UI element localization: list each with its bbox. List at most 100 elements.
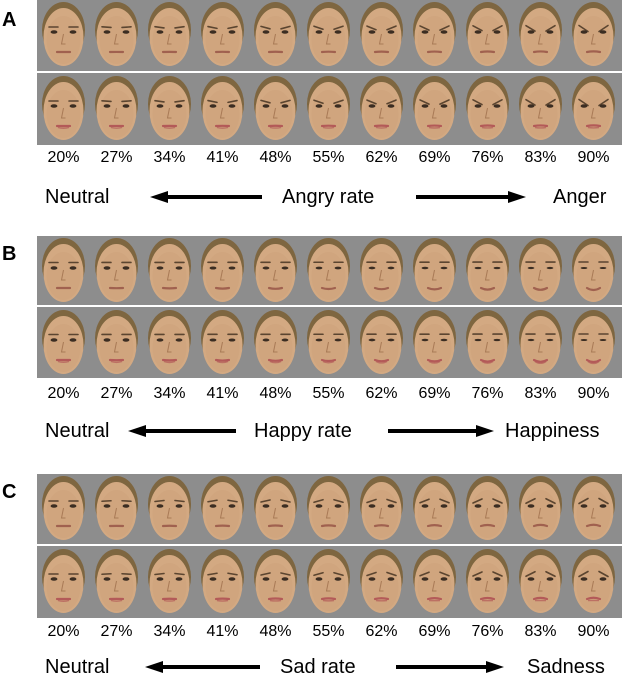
panel-a-male-row xyxy=(37,0,622,70)
pct-label: 48% xyxy=(259,623,292,640)
female-face-thumbnail xyxy=(37,74,90,144)
female-face-thumbnail xyxy=(514,74,567,144)
panel-c-female-row xyxy=(37,547,622,617)
pct-label: 20% xyxy=(47,623,80,640)
arrow-left-icon xyxy=(128,425,236,437)
female-face-thumbnail xyxy=(514,547,567,617)
pct-label: 41% xyxy=(206,623,239,640)
arrow-left-icon xyxy=(150,191,262,203)
panel-c-axis-caption: Neutral Sad rate Sadness xyxy=(0,654,622,680)
female-face-thumbnail xyxy=(90,308,143,378)
female-face-thumbnail xyxy=(249,74,302,144)
panel-b: B 20% 27% 34% 41% 48% 55% 62% 69% 76% 83… xyxy=(0,236,622,450)
male-face-thumbnail xyxy=(514,474,567,544)
pct-label: 48% xyxy=(259,149,292,166)
pct-label: 69% xyxy=(418,385,451,402)
male-face-thumbnail xyxy=(196,0,249,70)
female-face-thumbnail xyxy=(567,308,620,378)
male-face-thumbnail xyxy=(302,474,355,544)
female-face-thumbnail xyxy=(90,547,143,617)
panel-c: C 20% 27% 34% 41% 48% 55% 62% 69% 76% 83… xyxy=(0,474,622,680)
male-face-thumbnail xyxy=(461,474,514,544)
pct-label: 55% xyxy=(312,149,345,166)
male-face-thumbnail xyxy=(355,474,408,544)
female-face-thumbnail xyxy=(143,547,196,617)
panel-a-face-strip xyxy=(37,0,622,145)
pct-label: 69% xyxy=(418,623,451,640)
panel-a-letter: A xyxy=(2,9,17,31)
pct-label: 34% xyxy=(153,149,186,166)
panel-b-axis-caption: Neutral Happy rate Happiness xyxy=(0,418,622,444)
pct-label: 69% xyxy=(418,149,451,166)
neutral-label: Neutral xyxy=(45,186,110,208)
male-face-thumbnail xyxy=(355,0,408,70)
panel-c-male-row xyxy=(37,474,622,544)
arrow-right-icon xyxy=(416,191,526,203)
pct-label: 90% xyxy=(577,385,610,402)
arrow-left-icon xyxy=(145,661,260,673)
male-face-thumbnail xyxy=(302,236,355,306)
female-face-thumbnail xyxy=(567,74,620,144)
panel-a-axis-caption: Neutral Angry rate Anger xyxy=(0,184,622,210)
male-face-thumbnail xyxy=(90,0,143,70)
female-face-thumbnail xyxy=(514,308,567,378)
pct-label: 20% xyxy=(47,149,80,166)
panel-b-percent-row: 20% 27% 34% 41% 48% 55% 62% 69% 76% 83% … xyxy=(37,384,622,404)
male-face-thumbnail xyxy=(302,0,355,70)
emotion-label: Happiness xyxy=(505,420,600,442)
male-face-thumbnail xyxy=(90,474,143,544)
male-face-thumbnail xyxy=(408,0,461,70)
pct-label: 76% xyxy=(471,623,504,640)
female-face-thumbnail xyxy=(461,547,514,617)
rate-label: Happy rate xyxy=(254,420,352,442)
pct-label: 34% xyxy=(153,623,186,640)
emotion-label: Sadness xyxy=(527,656,605,678)
female-face-thumbnail xyxy=(461,308,514,378)
female-face-thumbnail xyxy=(249,547,302,617)
pct-label: 41% xyxy=(206,385,239,402)
male-face-thumbnail xyxy=(196,474,249,544)
pct-label: 27% xyxy=(100,385,133,402)
arrow-right-icon xyxy=(388,425,494,437)
pct-label: 83% xyxy=(524,623,557,640)
female-face-thumbnail xyxy=(196,74,249,144)
pct-label: 34% xyxy=(153,385,186,402)
pct-label: 27% xyxy=(100,149,133,166)
pct-label: 90% xyxy=(577,149,610,166)
male-face-thumbnail xyxy=(461,236,514,306)
male-face-thumbnail xyxy=(196,236,249,306)
rate-label: Angry rate xyxy=(282,186,375,208)
neutral-label: Neutral xyxy=(45,656,110,678)
pct-label: 27% xyxy=(100,623,133,640)
pct-label: 55% xyxy=(312,385,345,402)
male-face-thumbnail xyxy=(567,236,620,306)
pct-label: 20% xyxy=(47,385,80,402)
panel-a: A 20% 27% 34% 41% 48% 55% 62% 69% 76% 83… xyxy=(0,0,622,226)
pct-label: 83% xyxy=(524,149,557,166)
row-divider xyxy=(37,544,622,546)
female-face-thumbnail xyxy=(408,74,461,144)
pct-label: 41% xyxy=(206,149,239,166)
male-face-thumbnail xyxy=(37,0,90,70)
male-face-thumbnail xyxy=(249,474,302,544)
male-face-thumbnail xyxy=(514,0,567,70)
male-face-thumbnail xyxy=(567,0,620,70)
panel-c-face-strip xyxy=(37,474,622,618)
pct-label: 62% xyxy=(365,385,398,402)
male-face-thumbnail xyxy=(143,0,196,70)
male-face-thumbnail xyxy=(249,0,302,70)
female-face-thumbnail xyxy=(196,308,249,378)
pct-label: 55% xyxy=(312,623,345,640)
female-face-thumbnail xyxy=(37,308,90,378)
female-face-thumbnail xyxy=(302,308,355,378)
panel-b-letter: B xyxy=(2,243,17,265)
female-face-thumbnail xyxy=(37,547,90,617)
female-face-thumbnail xyxy=(355,74,408,144)
male-face-thumbnail xyxy=(37,474,90,544)
panel-a-percent-row: 20% 27% 34% 41% 48% 55% 62% 69% 76% 83% … xyxy=(37,148,622,168)
female-face-thumbnail xyxy=(355,308,408,378)
panel-b-face-strip xyxy=(37,236,622,378)
arrow-right-icon xyxy=(396,661,504,673)
emotion-label: Anger xyxy=(553,186,607,208)
pct-label: 83% xyxy=(524,385,557,402)
